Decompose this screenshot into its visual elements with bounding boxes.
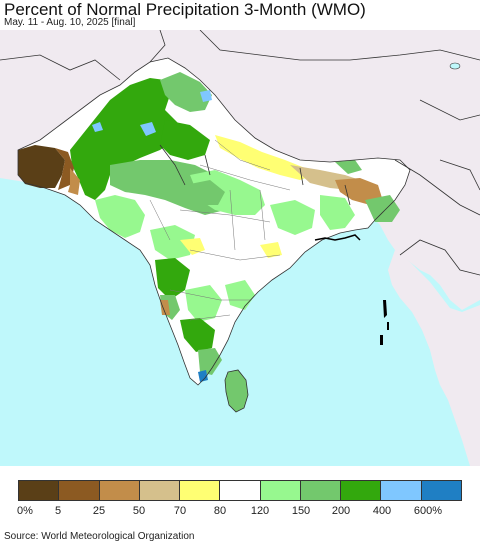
legend-swatch [220, 481, 261, 500]
legend-swatch [59, 481, 100, 500]
boundaries [0, 30, 480, 413]
deccan-wet-zone [185, 285, 222, 322]
source-credit: Source: World Meteorological Organizatio… [4, 531, 195, 542]
kashmir-blue-patch [200, 90, 212, 102]
legend-swatch [300, 481, 342, 500]
maharashtra-wet-zone [155, 258, 190, 300]
odisha-yellow-patch [260, 242, 282, 258]
legend-label: 200 [331, 505, 351, 517]
legend-swatch [341, 481, 382, 500]
legend-labels: 0% 5 25 50 70 80 120 150 200 400 600% [0, 505, 480, 519]
baluchistan-edge [55, 148, 74, 190]
tn-wet-zone [198, 348, 222, 375]
legend-label: 600% [413, 505, 443, 517]
central-yellow-patch [180, 238, 205, 255]
east-india-wet-zone [270, 200, 315, 235]
kashmir-wet-zone [160, 72, 212, 112]
legend-colorbar [18, 480, 462, 501]
legend-swatch [19, 481, 60, 500]
andhra-wet-zone [225, 280, 255, 310]
legend-label: 50 [132, 505, 146, 517]
southeast-asia-land [388, 250, 480, 466]
legend-label: 70 [173, 505, 187, 517]
state-boundaries [149, 139, 291, 321]
gujarat-wet-zone [95, 195, 145, 238]
small-lake [449, 62, 461, 70]
baluchistan-dry-zone [18, 145, 65, 188]
karnataka-wet-zone [180, 318, 215, 352]
baluchistan-tan [68, 168, 80, 195]
assam-wet-zone [365, 195, 400, 222]
legend-label: 0% [17, 505, 33, 517]
legend-label: 5 [54, 505, 62, 517]
legend-label: 150 [291, 505, 311, 517]
map-title: Percent of Normal Precipitation 3-Month … [4, 0, 366, 19]
legend-swatch [139, 481, 181, 500]
central-india-green [185, 180, 225, 205]
sri-lanka [225, 370, 248, 412]
pakistan-wet-zone [70, 78, 180, 200]
precipitation-map [0, 30, 480, 466]
northeast-dry-band [335, 178, 382, 205]
ghats-tan-patch [160, 300, 170, 315]
kerala-blue [198, 370, 208, 382]
legend-label: 25 [92, 505, 106, 517]
legend-swatch [381, 481, 422, 500]
andaman-islands [380, 300, 389, 345]
bhutan-wet-zone [335, 160, 362, 174]
punjab-blue-patch [92, 122, 103, 132]
map-subtitle: May. 11 - Aug. 10, 2025 [final] [4, 17, 136, 28]
mp-wet-zone [150, 225, 195, 260]
legend-label: 120 [250, 505, 270, 517]
legend-swatch [260, 481, 301, 500]
pakistan-blue-patch [140, 122, 156, 136]
legend-swatch [99, 481, 140, 500]
bangladesh-wet-zone [320, 195, 355, 230]
up-dry-band [215, 135, 315, 180]
punjab-wet-zone [160, 120, 210, 160]
legend-swatch [421, 481, 461, 500]
legend-swatch [180, 481, 221, 500]
bangladesh-coast [314, 234, 361, 241]
legend-label: 80 [213, 505, 227, 517]
legend-label: 400 [372, 505, 392, 517]
